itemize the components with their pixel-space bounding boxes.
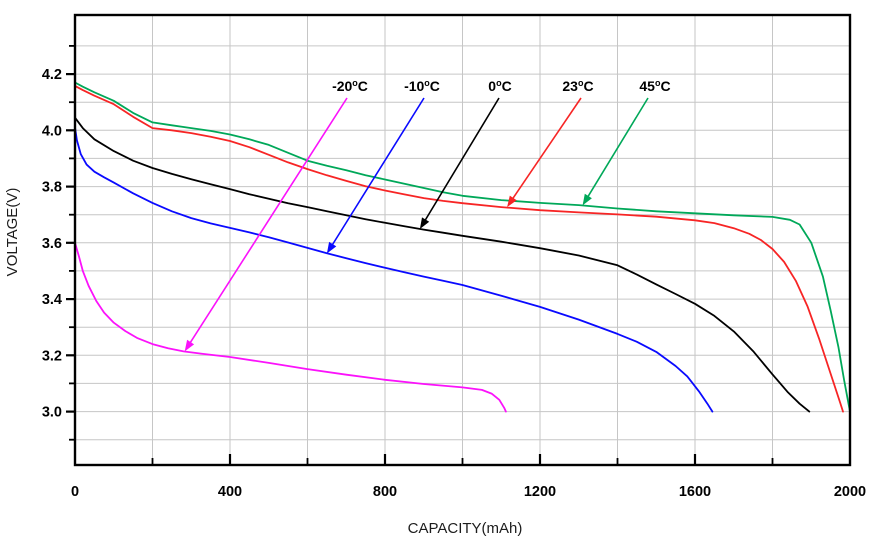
- y-tick-label: 3.8: [42, 180, 62, 196]
- axis-ticks: [66, 45, 774, 465]
- y-tick-label: 3.6: [42, 236, 62, 252]
- annotation-arrow-line: [420, 97, 500, 227]
- y-tick-label: 4.0: [42, 123, 62, 139]
- annotation-minus20c: -20oC: [184, 78, 368, 352]
- series-line-45c: [74, 81, 851, 413]
- annotation-arrowhead: [582, 193, 592, 206]
- annotation-label-23c: 23oC: [562, 78, 593, 94]
- annotation-minus10c: -10oC: [326, 78, 440, 254]
- series-line-minus20c: [74, 241, 507, 413]
- annotation-arrowhead: [507, 195, 517, 208]
- annotation-arrowhead: [419, 217, 430, 229]
- annotation-arrowhead: [184, 339, 195, 352]
- series-line-23c: [74, 85, 844, 413]
- y-tick-label: 4.2: [42, 67, 62, 83]
- gridlines: [75, 15, 850, 465]
- x-tick-label: 1200: [524, 484, 556, 500]
- y-tick-label: 3.4: [42, 292, 62, 308]
- annotation-label-0c: 0oC: [488, 78, 511, 94]
- x-tick-labels: 0 400 800 1200 1600 2000: [71, 484, 866, 500]
- annotation-label-45c: 45oC: [639, 78, 670, 94]
- x-tick-label: 0: [71, 484, 79, 500]
- annotation-arrow-line: [185, 97, 348, 350]
- annotation-arrow-line: [583, 97, 649, 204]
- annotation-arrowhead: [326, 241, 337, 254]
- x-tick-label: 1600: [679, 484, 711, 500]
- plot-frame: [73, 13, 852, 467]
- x-tick-label: 400: [218, 484, 242, 500]
- annotation-45c: 45oC: [582, 78, 671, 206]
- annotation-arrow-line: [508, 97, 582, 206]
- x-tick-label: 2000: [834, 484, 866, 500]
- x-tick-label: 800: [373, 484, 397, 500]
- series-line-minus10c: [74, 126, 714, 413]
- series-line-0c: [74, 116, 811, 413]
- y-tick-labels: 3.0 3.2 3.4 3.6 3.8 4.0 4.2: [42, 67, 62, 421]
- annotation-label-minus20c: -20oC: [332, 78, 368, 94]
- annotation-0c: 0oC: [419, 78, 512, 229]
- y-tick-label: 3.2: [42, 348, 62, 364]
- annotation-label-minus10c: -10oC: [404, 78, 440, 94]
- annotation-arrow-line: [327, 97, 425, 252]
- annotation-23c: 23oC: [507, 78, 594, 208]
- y-tick-label: 3.0: [42, 405, 62, 421]
- x-axis-title: CAPACITY(mAh): [408, 520, 523, 537]
- y-axis-title: VOLTAGE(V): [4, 188, 21, 277]
